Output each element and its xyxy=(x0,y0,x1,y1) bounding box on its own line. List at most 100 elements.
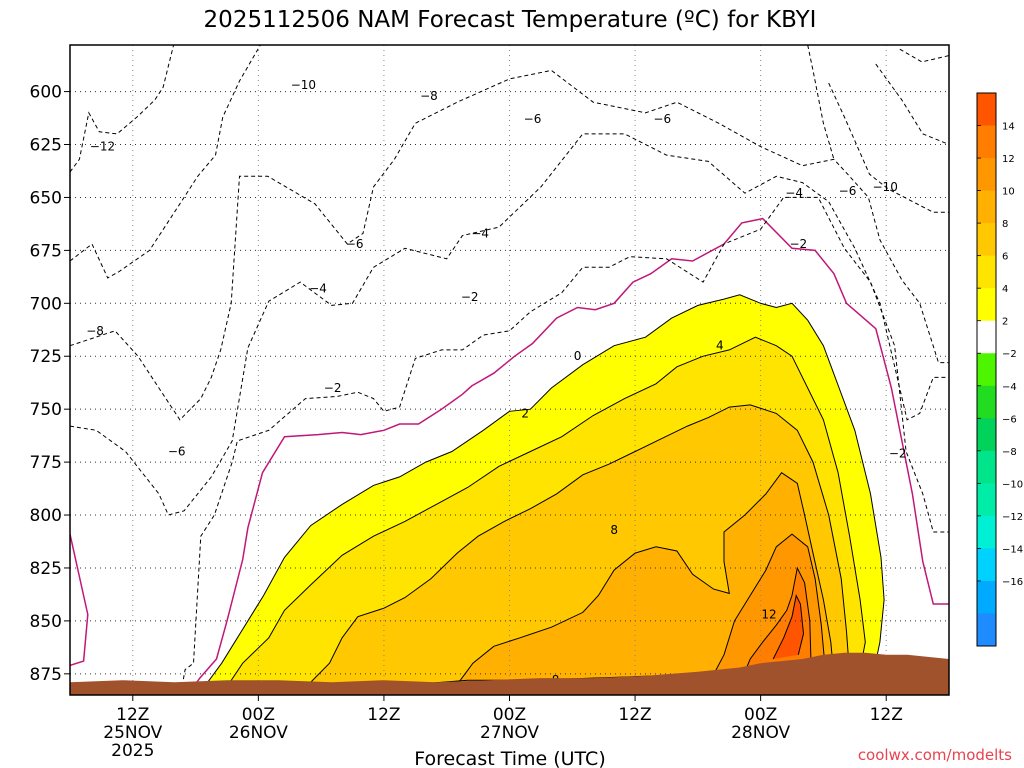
contour--12 xyxy=(875,63,949,145)
colorbar-label: 12 xyxy=(1002,154,1015,165)
colorbar-label: −12 xyxy=(1002,512,1023,523)
contour-4 xyxy=(222,336,866,694)
colorbar-swatch xyxy=(977,613,996,647)
contour-label: −2 xyxy=(461,290,479,304)
contour-label: 12 xyxy=(761,608,776,622)
temperature-filled-bands xyxy=(70,45,949,695)
colorbar-swatch xyxy=(977,125,996,159)
contour-label: −4 xyxy=(309,281,327,295)
contour-label: −2 xyxy=(889,447,907,461)
contour--6 xyxy=(70,69,949,421)
contour-label: −4 xyxy=(471,226,489,240)
colorbar-label: 8 xyxy=(1002,219,1008,230)
x-date-label: 25NOV xyxy=(103,723,162,743)
colorbar-label: 2 xyxy=(1002,317,1008,328)
contour--10 xyxy=(70,45,175,173)
contour--4 xyxy=(70,133,949,516)
contour-label: −6 xyxy=(839,184,857,198)
contour-label: 8 xyxy=(610,523,618,537)
contour-label: −2 xyxy=(789,237,807,251)
x-date-label: 26NOV xyxy=(229,723,288,743)
contour-0 xyxy=(188,217,949,694)
contour-14 xyxy=(772,593,805,660)
contour--14 xyxy=(899,48,949,63)
contour--8 xyxy=(70,45,261,279)
colorbar-frame xyxy=(976,92,997,647)
contour--8 xyxy=(807,45,835,160)
contour-6 xyxy=(299,404,851,694)
contour-labels: −10 −8 −6 −6 −12 −10 −6 −4 −4 −6 −2 −4 −2 −8 0 4 −2 2 −6 −2… xyxy=(86,78,906,687)
x-tick-label: 00Z xyxy=(493,705,526,725)
colorbar-swatch xyxy=(977,190,996,224)
contour-label: −12 xyxy=(90,140,115,154)
contour-10 xyxy=(707,533,826,685)
contour-label: −8 xyxy=(86,324,104,338)
colorbar-label: −10 xyxy=(1002,479,1023,490)
x-tick-label: 00Z xyxy=(242,705,275,725)
y-tick-label: 850 xyxy=(30,612,62,632)
contour-label: 2 xyxy=(521,406,529,420)
contour-label: −2 xyxy=(324,381,342,395)
plot-area: −10 −8 −6 −6 −12 −10 −6 −4 −4 −6 −2 −4 −2 −8 0 4 −2 2 −6 −2… xyxy=(70,45,949,695)
colorbar-label: −4 xyxy=(1002,382,1017,393)
y-tick-label: 675 xyxy=(30,241,62,261)
contour-label: −10 xyxy=(291,78,316,92)
colorbar-swatch xyxy=(977,353,996,387)
y-tick-label: 700 xyxy=(30,294,62,314)
contour-label: 4 xyxy=(716,339,724,353)
x-tick-label: 00Z xyxy=(744,705,777,725)
contour-label: 0 xyxy=(574,349,582,363)
y-tick-label: 600 xyxy=(30,83,62,103)
colorbar-swatch xyxy=(977,385,996,419)
contour-2 xyxy=(199,294,885,694)
y-tick-label: 800 xyxy=(30,506,62,526)
y-tick-label: 750 xyxy=(30,400,62,420)
y-tick-label: 875 xyxy=(30,665,62,685)
contour-8 xyxy=(456,472,835,685)
colorbar-swatch xyxy=(977,580,996,614)
terrain-ground-layer xyxy=(70,652,949,695)
y-tick-label: 775 xyxy=(30,453,62,473)
contour--10 xyxy=(828,82,949,213)
colorbar-label: 6 xyxy=(1002,252,1008,263)
colorbar-label: −2 xyxy=(1002,349,1017,360)
contour-label: −4 xyxy=(785,186,803,200)
colorbar-label: −14 xyxy=(1002,544,1023,555)
x-date-label: 27NOV xyxy=(480,723,539,743)
contour-0 xyxy=(70,533,89,667)
y-axis: 600 625 650 675 700 725 750 775 800 825 850 875 xyxy=(30,83,70,685)
terrain-fill xyxy=(70,652,949,695)
x-tick-label: 12Z xyxy=(618,705,651,725)
colorbar-swatch xyxy=(977,93,996,127)
credit-link[interactable]: coolwx.com/modelts xyxy=(858,746,1012,764)
y-tick-label: 825 xyxy=(30,559,62,579)
colorbar-swatch xyxy=(977,158,996,192)
colorbar-swatch xyxy=(977,418,996,452)
x-tick-label: 12Z xyxy=(116,705,149,725)
contour-label: −6 xyxy=(653,112,671,126)
colorbar-swatch xyxy=(977,320,996,354)
colorbar-label: 4 xyxy=(1002,284,1008,295)
contour-label: −6 xyxy=(524,112,542,126)
colorbar-swatch xyxy=(977,288,996,322)
colorbar-swatch xyxy=(977,255,996,289)
y-tick-label: 725 xyxy=(30,347,62,367)
x-year-label: 2025 xyxy=(111,741,154,761)
colorbar-label: −8 xyxy=(1002,447,1017,458)
colorbar-swatch xyxy=(977,223,996,257)
x-tick-label: 12Z xyxy=(870,705,903,725)
colorbar-label: −6 xyxy=(1002,414,1017,425)
colorbar-swatch xyxy=(977,450,996,484)
colorbar-swatch xyxy=(977,548,996,582)
x-tick-label: 12Z xyxy=(367,705,400,725)
contour-label: −6 xyxy=(346,237,364,251)
colorbar-swatch xyxy=(977,483,996,517)
y-tick-label: 650 xyxy=(30,188,62,208)
colorbar-swatch xyxy=(977,515,996,549)
x-date-label: 28NOV xyxy=(731,723,790,743)
chart-title: 2025112506 NAM Forecast Temperature (ºC)… xyxy=(204,7,817,33)
colorbar-label: 14 xyxy=(1002,122,1015,133)
contour-label: −6 xyxy=(168,445,186,459)
